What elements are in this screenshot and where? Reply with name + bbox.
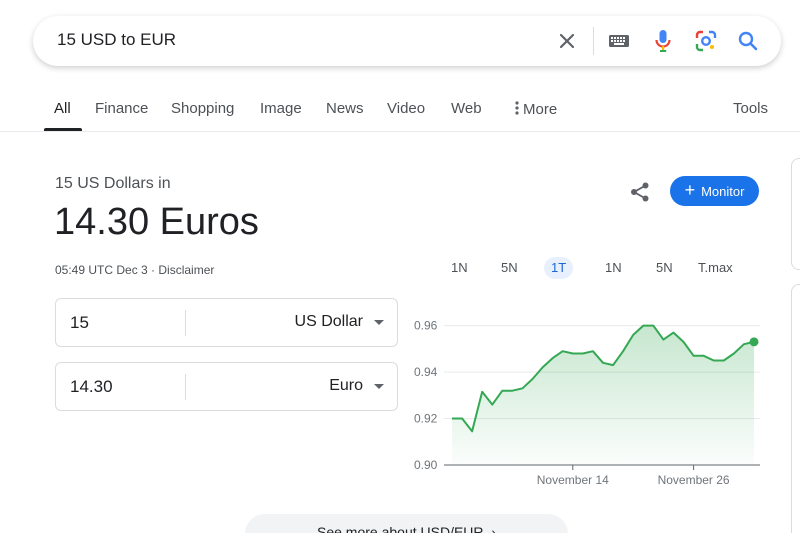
- from-amount-input[interactable]: 15: [70, 313, 89, 332]
- range-1t[interactable]: 1T: [544, 257, 574, 279]
- chart-point[interactable]: [650, 323, 656, 329]
- chart-series-line: [452, 324, 755, 433]
- tab-web[interactable]: Web: [451, 100, 482, 117]
- monitor-label: Monitor: [701, 183, 745, 199]
- chart-point[interactable]: [560, 348, 566, 354]
- tab-more-label: More: [523, 101, 558, 118]
- tab-more[interactable]: More: [511, 100, 557, 118]
- range-1n-alt[interactable]: 1N: [605, 260, 622, 275]
- side-panel-card[interactable]: [791, 284, 800, 533]
- conversion-subtitle: 15 US Dollars in: [55, 175, 171, 192]
- chart-current-point: [749, 337, 759, 347]
- chevron-right-icon: ›: [487, 524, 496, 533]
- chart-point[interactable]: [660, 337, 666, 343]
- chart-point[interactable]: [630, 332, 636, 338]
- chart-point[interactable]: [469, 428, 475, 434]
- tab-image[interactable]: Image: [260, 100, 302, 117]
- range-1n[interactable]: 1N: [451, 260, 468, 275]
- dropdown-caret-icon[interactable]: [374, 384, 384, 389]
- chart-point[interactable]: [610, 362, 616, 368]
- chart-point[interactable]: [449, 416, 455, 422]
- chart-point[interactable]: [711, 357, 717, 363]
- chart-y-tick-label: 0.96: [414, 319, 438, 333]
- chart-point[interactable]: [580, 350, 586, 356]
- to-currency-row: 14.30 Euro: [55, 362, 398, 411]
- search-icon[interactable]: [735, 28, 761, 54]
- chart-x-tick-label: November 14: [537, 473, 609, 487]
- chart-point[interactable]: [499, 388, 505, 394]
- tab-finance[interactable]: Finance: [95, 100, 149, 117]
- chart-point[interactable]: [691, 353, 697, 359]
- chart-point[interactable]: [701, 353, 707, 359]
- chart-point[interactable]: [721, 357, 727, 363]
- range-5n[interactable]: 5N: [501, 260, 518, 275]
- chart-y-tick-label: 0.92: [414, 412, 438, 426]
- chart-y-tick-label: 0.90: [414, 458, 438, 472]
- monitor-button[interactable]: + Monitor: [670, 176, 759, 206]
- tab-news[interactable]: News: [326, 100, 364, 117]
- chart-point[interactable]: [620, 348, 626, 354]
- range-5n-alt[interactable]: 5N: [656, 260, 673, 275]
- exchange-rate-chart[interactable]: 0.96 0.94 0.92 0.90 November 14 November 26: [400, 295, 770, 490]
- chart-point[interactable]: [670, 330, 676, 336]
- side-panel-card[interactable]: [791, 158, 800, 270]
- chart-point[interactable]: [681, 339, 687, 345]
- share-button[interactable]: [626, 178, 654, 206]
- microphone-icon[interactable]: [650, 28, 676, 54]
- chart-point[interactable]: [509, 388, 515, 394]
- chart-point[interactable]: [540, 364, 546, 370]
- search-bar[interactable]: 15 USD to EUR: [33, 16, 781, 66]
- tab-shopping[interactable]: Shopping: [171, 100, 235, 117]
- chart-point[interactable]: [489, 402, 495, 408]
- from-currency-select[interactable]: US Dollar: [294, 313, 363, 330]
- camera-lens-icon[interactable]: [693, 28, 719, 54]
- chart-point[interactable]: [741, 341, 747, 347]
- to-amount-input[interactable]: 14.30: [70, 377, 113, 396]
- keyboard-icon[interactable]: [606, 28, 632, 54]
- chart-point[interactable]: [600, 360, 606, 366]
- active-tab-indicator: [44, 128, 82, 131]
- to-currency-select[interactable]: Euro: [329, 377, 363, 394]
- search-tabs: All Finance Shopping Image News Video We…: [0, 96, 800, 132]
- share-icon: [631, 182, 649, 202]
- conversion-result: 14.30 Euros: [54, 201, 259, 243]
- close-icon[interactable]: [554, 28, 580, 54]
- search-input[interactable]: 15 USD to EUR: [57, 30, 177, 49]
- field-divider: [185, 374, 186, 400]
- see-more-button[interactable]: See more about USD/EUR ›: [245, 514, 568, 533]
- chart-point[interactable]: [530, 376, 536, 382]
- chart-area-fill: [452, 325, 754, 465]
- chart-point[interactable]: [731, 350, 737, 356]
- chart-point[interactable]: [550, 355, 556, 361]
- chart-point[interactable]: [479, 389, 485, 395]
- dropdown-caret-icon[interactable]: [374, 320, 384, 325]
- range-max[interactable]: T.max: [698, 260, 733, 275]
- plus-icon: +: [684, 180, 696, 200]
- see-more-label: See more about USD/EUR: [317, 524, 484, 533]
- tab-all[interactable]: All: [54, 100, 71, 117]
- search-bar-divider: [593, 27, 594, 55]
- chart-point[interactable]: [519, 385, 525, 391]
- chart-point[interactable]: [459, 416, 465, 422]
- chart-x-tick-label: November 26: [658, 473, 730, 487]
- chart-point[interactable]: [640, 323, 646, 329]
- chart-point[interactable]: [570, 350, 576, 356]
- more-vert-icon: [515, 101, 519, 115]
- field-divider: [185, 310, 186, 336]
- chart-y-tick-label: 0.94: [414, 365, 438, 379]
- from-currency-row: 15 US Dollar: [55, 298, 398, 347]
- conversion-timestamp[interactable]: 05:49 UTC Dec 3 · Disclaimer: [55, 263, 215, 277]
- chart-point[interactable]: [590, 348, 596, 354]
- tab-video[interactable]: Video: [387, 100, 426, 117]
- tools-button[interactable]: Tools: [733, 100, 769, 117]
